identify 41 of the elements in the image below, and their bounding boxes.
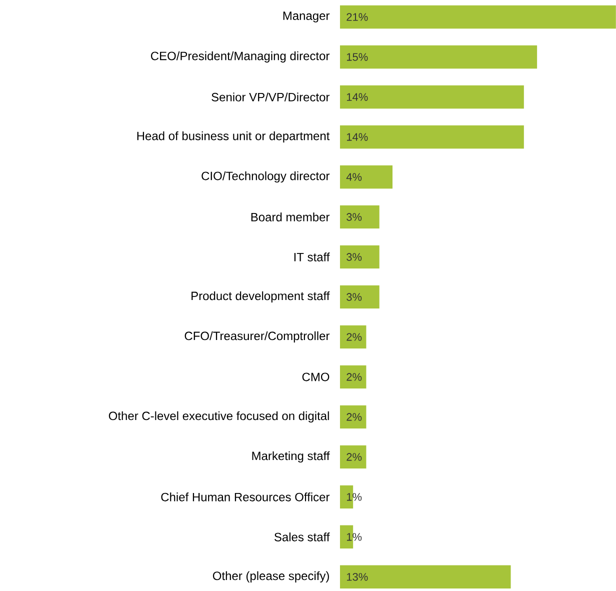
y-tick-label: CEO/President/Managing director	[150, 51, 330, 63]
bar	[340, 45, 538, 69]
bar	[340, 205, 380, 229]
y-tick-label: CMO	[302, 372, 330, 382]
y-tick-label: Marketing staff	[252, 451, 330, 463]
y-tick-label: CIO/Technology director	[202, 171, 330, 183]
y-tick-label: Senior VP/VP/Director	[212, 92, 330, 102]
data-label: 3%	[346, 253, 362, 261]
data-label: 4%	[346, 173, 362, 181]
data-label: 2%	[346, 333, 362, 341]
y-tick-label: Board member	[251, 212, 330, 222]
data-label: 2%	[346, 413, 362, 421]
data-label: 15%	[346, 53, 368, 61]
data-label: 21%	[346, 13, 368, 21]
bar	[340, 365, 366, 389]
bar	[340, 325, 366, 349]
y-tick-label: Other C-level executive focused on digital	[108, 411, 329, 423]
bar	[340, 245, 380, 269]
y-tick-label: Head of business unit or department	[137, 131, 330, 143]
data-label: 2%	[346, 373, 362, 381]
bar	[340, 405, 366, 429]
y-tick-label: Other (please specify)	[212, 571, 329, 583]
bar	[340, 85, 524, 109]
y-tick-label: Chief Human Resources Officer	[161, 492, 330, 502]
bar	[340, 165, 393, 189]
y-tick-label: Sales staff	[274, 532, 330, 542]
data-label: 3%	[346, 293, 362, 301]
data-label: 3%	[346, 213, 362, 221]
bar	[340, 5, 616, 29]
y-tick-label: CFO/Treasurer/Comptroller	[184, 331, 330, 343]
y-tick-label: IT staff	[294, 252, 330, 262]
data-label: 2%	[346, 453, 362, 461]
bar	[340, 285, 380, 309]
data-label: 14%	[346, 133, 368, 141]
bar	[340, 565, 511, 589]
y-tick-label: Manager	[283, 12, 330, 22]
y-tick-label: Product development staff	[192, 291, 330, 303]
data-label: 13%	[346, 573, 368, 581]
bar	[340, 445, 366, 469]
bar	[340, 125, 524, 149]
data-label: 14%	[346, 93, 368, 101]
